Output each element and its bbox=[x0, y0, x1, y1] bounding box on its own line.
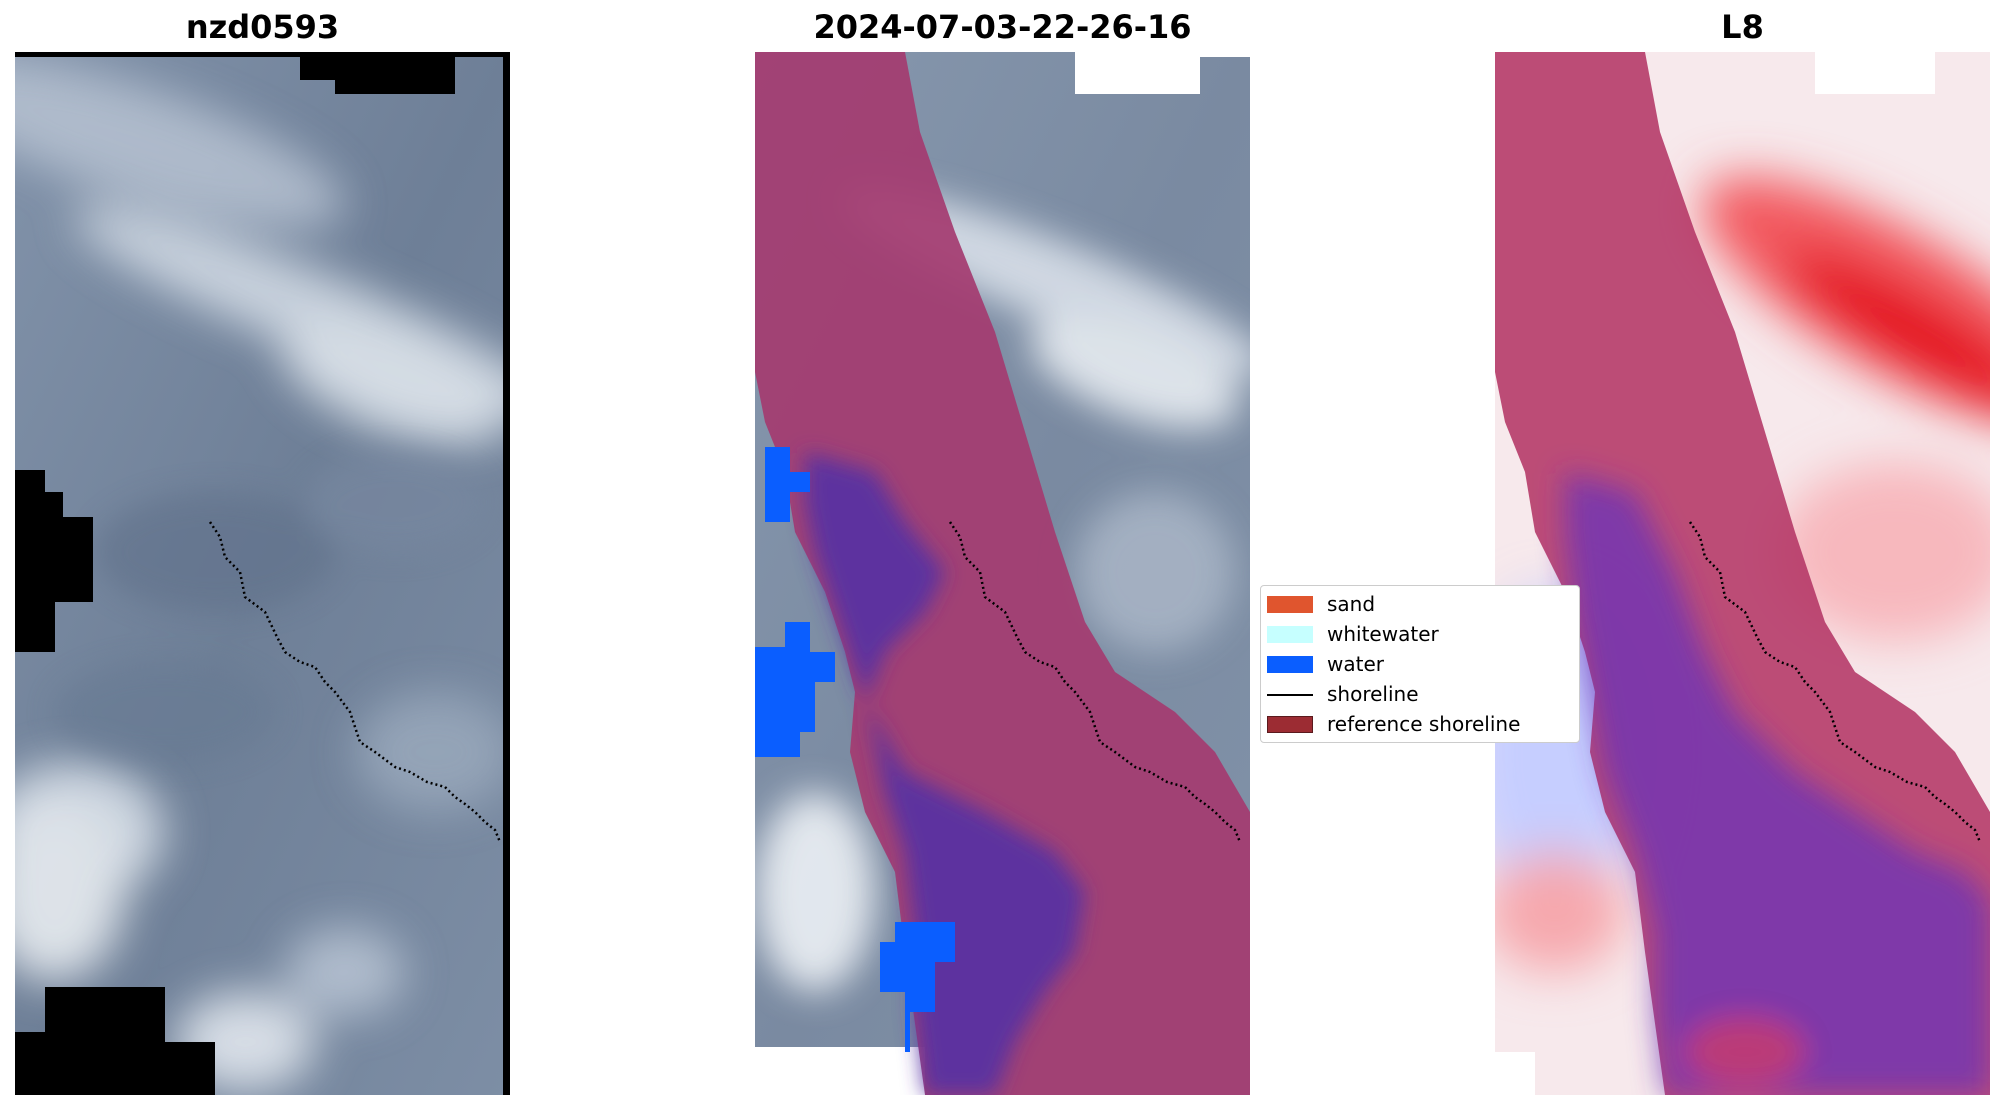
legend-entry-shoreline: shoreline bbox=[1261, 680, 1581, 710]
legend-label-whitewater: whitewater bbox=[1327, 622, 1439, 646]
shoreline-trace bbox=[208, 521, 502, 843]
no-data-mask bbox=[15, 52, 510, 1095]
legend-swatch-whitewater bbox=[1267, 626, 1313, 643]
legend-entry-sand: sand bbox=[1261, 590, 1581, 620]
legend-swatch-sand bbox=[1267, 596, 1313, 613]
shoreline-trace bbox=[948, 521, 1242, 843]
legend-entry-whitewater: whitewater bbox=[1261, 620, 1581, 650]
water-class-patches bbox=[755, 447, 955, 1052]
cloud-imagery bbox=[15, 52, 510, 1095]
legend: sand whitewater water shoreline referenc… bbox=[1260, 585, 1580, 743]
legend-label-water: water bbox=[1327, 652, 1384, 676]
classified-image-panel bbox=[755, 52, 1250, 1095]
legend-label-reference-shoreline: reference shoreline bbox=[1327, 712, 1521, 736]
water-class-overlay bbox=[1565, 472, 1990, 1095]
panel-title-classified: 2024-07-03-22-26-16 bbox=[813, 8, 1192, 46]
legend-swatch-reference-shoreline bbox=[1267, 716, 1313, 733]
index-image-panel bbox=[1495, 52, 1990, 1095]
legend-label-shoreline: shoreline bbox=[1327, 682, 1419, 706]
no-data-mask bbox=[1495, 52, 1935, 1095]
legend-swatch-water bbox=[1267, 656, 1313, 673]
panel-title-rgb: nzd0593 bbox=[185, 8, 340, 46]
sand-class-overlay bbox=[755, 52, 1250, 1095]
no-data-mask bbox=[755, 52, 1250, 1095]
legend-line-shoreline bbox=[1267, 694, 1313, 696]
legend-entry-water: water bbox=[1261, 650, 1581, 680]
legend-label-sand: sand bbox=[1327, 592, 1376, 616]
panel-title-index: L8 bbox=[1721, 8, 1764, 46]
legend-entry-reference-shoreline: reference shoreline bbox=[1261, 710, 1581, 740]
water-class-overlay bbox=[805, 452, 1085, 1095]
rgb-image-panel bbox=[15, 52, 510, 1095]
shoreline-trace bbox=[1688, 521, 1982, 843]
